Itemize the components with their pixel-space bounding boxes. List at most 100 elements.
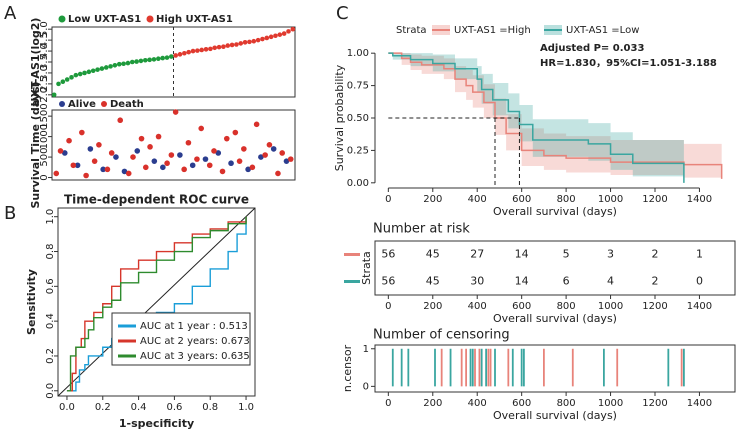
x-tick-label: 0.0: [59, 402, 75, 413]
x-tick-label: 0.8: [202, 402, 218, 413]
point: [287, 156, 294, 162]
point: [260, 36, 265, 42]
risk-count: 30: [470, 275, 484, 288]
point: [194, 156, 200, 162]
point: [121, 168, 128, 175]
point: [169, 54, 174, 59]
point: [104, 166, 111, 173]
point: [66, 137, 72, 144]
point: [177, 52, 183, 57]
point: [286, 29, 291, 34]
point: [228, 160, 234, 167]
survival-curve: [388, 52, 723, 179]
point: [125, 60, 131, 66]
risk-count: 56: [381, 248, 395, 261]
x-tick-label: 1400: [687, 398, 712, 409]
point: [51, 92, 57, 98]
point: [90, 68, 96, 74]
panel-label: B: [4, 203, 16, 224]
point: [190, 48, 196, 54]
legend-label: Alive: [68, 99, 96, 110]
x-axis-label: Overall survival (days): [493, 409, 617, 422]
risk-count: 1: [696, 248, 703, 261]
point: [283, 158, 290, 164]
risk-count: 56: [381, 275, 395, 288]
x-tick-label: 400: [468, 301, 487, 312]
point: [79, 129, 85, 136]
point: [242, 40, 248, 45]
x-tick-label: 600: [512, 398, 531, 409]
point: [236, 158, 243, 164]
point: [86, 69, 92, 75]
y-tick-label: 1.00: [347, 48, 369, 59]
point: [147, 144, 153, 150]
point: [151, 158, 158, 164]
y-tick-label: 0.25: [347, 145, 369, 156]
point: [134, 59, 139, 64]
y-tick-label: 4.5: [39, 32, 50, 48]
legend-marker: [101, 101, 107, 107]
point: [181, 166, 187, 173]
point: [121, 61, 126, 67]
x-tick-label: 400: [468, 398, 487, 409]
point: [134, 148, 141, 154]
x-tick-label: 400: [468, 194, 487, 205]
risk-count: 2: [652, 248, 659, 261]
legend-marker: [58, 15, 66, 23]
x-tick-label: 0.2: [95, 402, 111, 413]
x-tick-label: 0: [385, 194, 391, 205]
y-tick-label: 0.6: [45, 278, 56, 294]
point: [147, 57, 152, 63]
y-tick-label: 0.2: [45, 348, 56, 364]
x-axis-label: 1-specificity: [119, 417, 194, 430]
annotation: Adjusted P= 0.033: [540, 43, 644, 54]
point: [164, 160, 170, 167]
y-tick-label: 0.0: [45, 383, 56, 399]
x-tick-label: 1200: [642, 398, 667, 409]
point: [198, 125, 205, 132]
x-axis-label: Overall survival (days): [493, 312, 617, 325]
y-axis-label: Sensitivity: [25, 269, 38, 335]
point: [268, 34, 274, 40]
point: [125, 170, 132, 177]
x-tick-label: 1200: [642, 194, 667, 205]
point: [60, 79, 66, 84]
x-tick-label: 0.6: [166, 402, 182, 413]
point: [113, 154, 119, 160]
risk-count: 45: [426, 275, 440, 288]
y-tick-label: 2.0: [39, 87, 50, 103]
point: [229, 42, 235, 48]
point: [155, 133, 162, 140]
point: [290, 26, 296, 32]
point: [160, 55, 165, 61]
point: [199, 47, 205, 53]
point: [273, 33, 278, 39]
panel-label: C: [336, 3, 349, 24]
x-tick-label: 1.0: [238, 402, 254, 413]
point: [83, 172, 89, 179]
y-axis-label: Strata: [360, 251, 373, 285]
risk-count: 27: [470, 248, 484, 261]
y-tick-label: 0.4: [45, 313, 56, 329]
x-tick-label: 1000: [598, 398, 623, 409]
point: [130, 154, 136, 160]
point: [221, 44, 226, 49]
point: [215, 150, 222, 156]
point: [249, 164, 256, 171]
point: [223, 135, 230, 142]
point: [142, 57, 148, 63]
y-axis-label: Survival probability: [333, 64, 346, 171]
x-tick-label: 200: [423, 194, 442, 205]
y-tick-label: 1000: [39, 124, 50, 149]
point: [266, 141, 273, 148]
x-axis-label: Overall survival (days): [493, 205, 617, 218]
point: [103, 65, 109, 70]
point: [164, 55, 170, 60]
plot-frame: [57, 207, 256, 397]
x-tick-label: 0: [385, 398, 391, 409]
roc-curve: [66, 216, 247, 392]
x-tick-label: 1200: [642, 301, 667, 312]
point: [77, 71, 83, 77]
point: [275, 170, 281, 177]
